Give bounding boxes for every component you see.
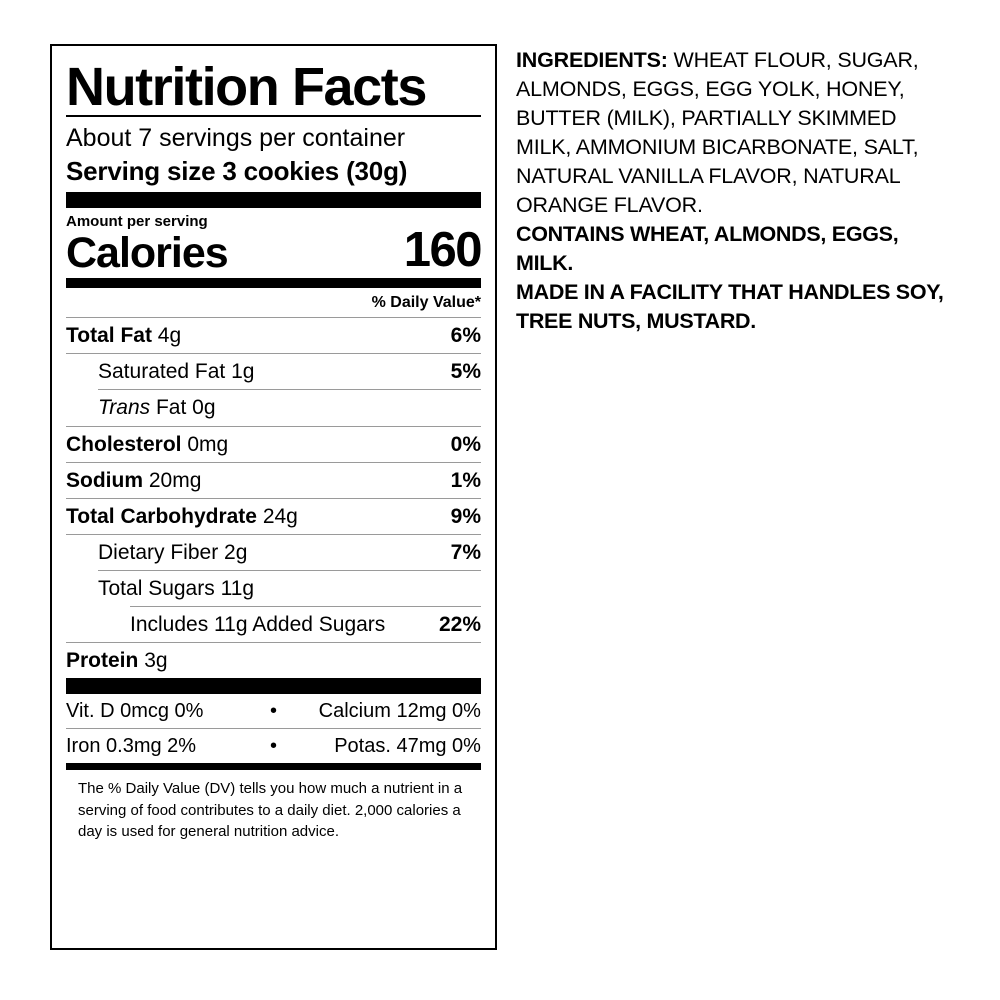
nutrient-dv: 7%	[450, 540, 481, 564]
nutrient-name: Total Fat	[66, 324, 152, 348]
nutrient-amount: 20mg	[148, 468, 202, 492]
ingredients-statement: INGREDIENTS: WHEAT FLOUR, SUGAR, ALMONDS…	[516, 46, 956, 220]
nutrient-row-sodium: Sodium 20mg 1%	[66, 463, 481, 498]
calories-divider	[66, 278, 481, 289]
nutrient-amount: 3g	[144, 649, 168, 673]
row-divider	[98, 570, 481, 572]
nutrient-amount: 2g	[224, 540, 248, 564]
daily-value-divider	[66, 317, 481, 319]
nutrient-name: Trans	[98, 396, 151, 420]
nutrient-name: Includes 11g Added Sugars	[130, 613, 386, 637]
vitamin-left: Iron 0.3mg 2%	[66, 735, 197, 758]
bullet-icon: •	[269, 700, 277, 723]
nutrient-row-total-fat: Total Fat 4g 6%	[66, 318, 481, 353]
footnote-divider	[66, 763, 481, 771]
daily-value-footnote: The % Daily Value (DV) tells you how muc…	[78, 780, 463, 841]
thick-divider-top	[66, 192, 481, 209]
vitamin-right: Calcium 12mg 0%	[318, 700, 481, 723]
ingredients-heading: INGREDIENTS:	[516, 48, 668, 72]
nutrient-amount: 4g	[157, 324, 182, 348]
nutrient-row-total-carbohydrate: Total Carbohydrate 24g 9%	[66, 499, 481, 534]
row-divider	[66, 353, 481, 355]
nutrition-facts-panel: Nutrition Facts About 7 servings per con…	[50, 44, 497, 950]
nutrient-row-total-sugars: Total Sugars 11g	[66, 571, 481, 606]
vitamin-row: Iron 0.3mg 2% • Potas. 47mg 0%	[66, 729, 481, 763]
nutrient-dv: 0%	[450, 432, 481, 456]
row-divider	[66, 642, 481, 644]
nutrient-row-saturated-fat: Saturated Fat 1g 5%	[66, 354, 481, 389]
vitamin-left: Vit. D 0mcg 0%	[66, 700, 204, 723]
nutrient-dv: 6%	[450, 324, 481, 348]
row-divider	[66, 728, 481, 730]
nutrient-dv: 22%	[438, 613, 481, 637]
vitamin-row: Vit. D 0mcg 0% • Calcium 12mg 0%	[66, 694, 481, 728]
calories-value: 160	[403, 223, 483, 278]
contains-statement: CONTAINS WHEAT, ALMONDS, EGGS, MILK.	[516, 222, 899, 276]
nutrient-row-cholesterol: Cholesterol 0mg 0%	[66, 427, 481, 462]
nutrient-dv: 5%	[450, 360, 481, 384]
calories-label: Calories	[66, 229, 229, 278]
nutrient-name: Saturated Fat	[98, 360, 226, 384]
ingredients-panel: INGREDIENTS: WHEAT FLOUR, SUGAR, ALMONDS…	[516, 46, 956, 336]
servings-per-container: About 7 servings per container	[66, 124, 406, 153]
ingredients-list: WHEAT FLOUR, SUGAR, ALMONDS, EGGS, EGG Y…	[516, 48, 919, 218]
nutrient-name: Sodium	[66, 468, 143, 492]
row-divider	[98, 389, 481, 391]
nutrient-name: Cholesterol	[66, 432, 182, 456]
nutrient-row-dietary-fiber: Dietary Fiber 2g 7%	[66, 535, 481, 570]
daily-value-header: % Daily Value*	[371, 294, 481, 312]
nutrient-row-added-sugars: Includes 11g Added Sugars 22%	[66, 607, 481, 642]
row-divider	[66, 533, 481, 535]
nutrient-name: Dietary Fiber	[98, 540, 219, 564]
nutrient-row-protein: Protein 3g	[66, 643, 481, 678]
nutrient-name: Total Sugars	[98, 577, 215, 601]
nutrient-row-trans-fat: Trans Fat 0g	[66, 390, 481, 425]
bullet-icon: •	[269, 735, 277, 758]
row-divider	[130, 606, 481, 608]
serving-size: Serving size 3 cookies (30g)	[66, 155, 408, 186]
nutrient-amount: 1g	[231, 360, 255, 384]
vitamin-right: Potas. 47mg 0%	[334, 735, 481, 758]
page-title: Nutrition Facts	[66, 57, 427, 117]
calories-row: Calories 160	[66, 223, 483, 278]
nutrient-dv: 1%	[450, 468, 481, 492]
nutrient-name: Protein	[66, 649, 139, 673]
nutrient-amount: 0mg	[187, 432, 229, 456]
facility-statement: MADE IN A FACILITY THAT HANDLES SOY, TRE…	[516, 280, 944, 334]
nutrient-amount: Fat 0g	[155, 396, 216, 420]
nutrient-name: Total Carbohydrate	[66, 504, 257, 528]
row-divider	[66, 461, 481, 463]
row-divider	[66, 497, 481, 499]
thick-divider-vitamins	[66, 678, 481, 695]
title-divider	[66, 115, 481, 118]
nutrient-amount: 11g	[220, 577, 255, 601]
amount-per-serving-label: Amount per serving	[66, 213, 208, 231]
nutrient-dv: 9%	[450, 504, 481, 528]
row-divider	[66, 425, 481, 427]
nutrient-amount: 24g	[262, 504, 298, 528]
